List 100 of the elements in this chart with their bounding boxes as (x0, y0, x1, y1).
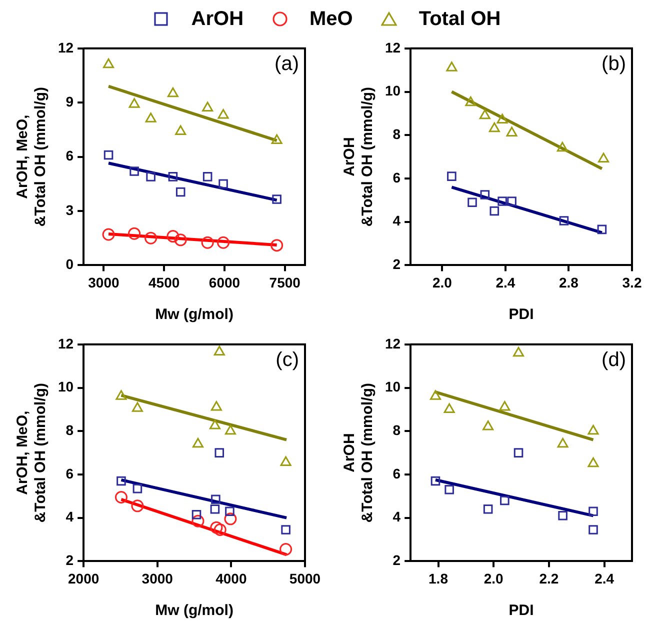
x-tick-label: 2.0 (484, 570, 504, 586)
x-tick-label: 5000 (289, 570, 321, 586)
y-tick-label: 12 (384, 335, 401, 352)
y-tick-label: 4 (66, 508, 74, 525)
y-tick-label: 6 (392, 465, 401, 482)
point (224, 512, 237, 526)
point (468, 198, 477, 207)
y-tick-label: 8 (392, 422, 401, 438)
point (496, 114, 508, 124)
x-axis-title: Mw (g/mol) (155, 602, 234, 620)
point (217, 236, 230, 249)
point (104, 150, 114, 160)
point (465, 96, 476, 106)
point (192, 438, 204, 448)
point (132, 484, 142, 494)
point (500, 496, 510, 506)
point (146, 172, 156, 182)
point (444, 485, 454, 494)
y-tick-label: 3 (66, 202, 74, 218)
y-tick-label: 9 (66, 93, 74, 110)
point (214, 524, 226, 536)
point (211, 494, 220, 504)
y-axis-title: ArOH &Total OH (mmol/g) (341, 382, 376, 523)
y-tick-label: 10 (58, 378, 74, 395)
point (272, 194, 282, 204)
point (210, 521, 223, 534)
x-tick-label: 2000 (68, 570, 100, 586)
x-axis-title: PDI (508, 602, 534, 620)
y-tick-label: 12 (58, 335, 74, 352)
point (202, 102, 214, 112)
y-tick-label: 4 (392, 212, 401, 229)
point (128, 98, 140, 108)
point (483, 504, 493, 514)
y-axis-title: ArOH &Total OH (mmol/g) (341, 86, 376, 227)
point (201, 236, 214, 249)
point (447, 172, 456, 181)
x-tick-label: 2.2 (539, 570, 559, 586)
x-tick-label: 3.2 (622, 274, 642, 290)
point (102, 228, 115, 241)
x-tick-label: 2.8 (559, 274, 579, 290)
point (210, 504, 220, 514)
y-tick-label: 2 (66, 552, 74, 568)
point (116, 476, 126, 486)
y-axis-title: ArOH, MeO, &Total OH (mmol/g) (14, 382, 50, 523)
x-tick-label: 3000 (142, 570, 174, 586)
point (558, 511, 568, 520)
point (480, 190, 490, 200)
point (130, 166, 139, 176)
point (507, 196, 516, 206)
y-axis-title: ArOH, MeO, &Total OH (mmol/g) (14, 86, 50, 227)
point (214, 448, 224, 458)
point (271, 134, 282, 144)
y-tick-label: 6 (66, 465, 74, 482)
y-tick-label: 6 (66, 148, 74, 164)
point (214, 346, 225, 356)
point (114, 490, 128, 504)
point (482, 420, 494, 430)
x-axis-title: PDI (508, 306, 534, 324)
y-tick-label: 12 (384, 39, 401, 56)
x-tick-label: 4000 (216, 570, 247, 586)
point (176, 187, 186, 197)
point (210, 401, 222, 411)
x-tick-label: 7500 (269, 274, 301, 290)
point (209, 419, 220, 430)
annotation: (d) (602, 348, 626, 371)
point (132, 402, 143, 412)
point (588, 525, 598, 534)
point (202, 172, 212, 182)
point (514, 448, 524, 458)
x-axis-title: Mw (g/mol) (155, 306, 234, 324)
point (588, 457, 599, 468)
y-tick-label: 10 (384, 82, 401, 99)
point (556, 142, 568, 152)
point (218, 108, 229, 119)
point (225, 506, 234, 516)
y-tick-label: 0 (66, 256, 74, 272)
point (446, 62, 458, 72)
point (175, 125, 186, 136)
point (498, 196, 507, 206)
point (557, 438, 568, 448)
point (488, 122, 500, 132)
point (270, 239, 284, 252)
x-tick-label: 6000 (208, 274, 240, 290)
point (144, 232, 158, 244)
y-tick-label: 6 (392, 169, 401, 186)
point (168, 172, 178, 182)
point (167, 87, 178, 98)
point (192, 510, 202, 520)
legend-label: MeO (310, 8, 353, 30)
y-tick-label: 8 (66, 422, 74, 438)
point (430, 390, 441, 400)
point (281, 525, 290, 534)
point (490, 206, 500, 216)
point (430, 476, 440, 486)
y-tick-label: 2 (392, 552, 401, 568)
point (588, 506, 598, 516)
point (597, 224, 607, 234)
point (499, 401, 510, 411)
y-tick-label: 12 (58, 39, 74, 56)
y-tick-label: 10 (384, 378, 401, 395)
